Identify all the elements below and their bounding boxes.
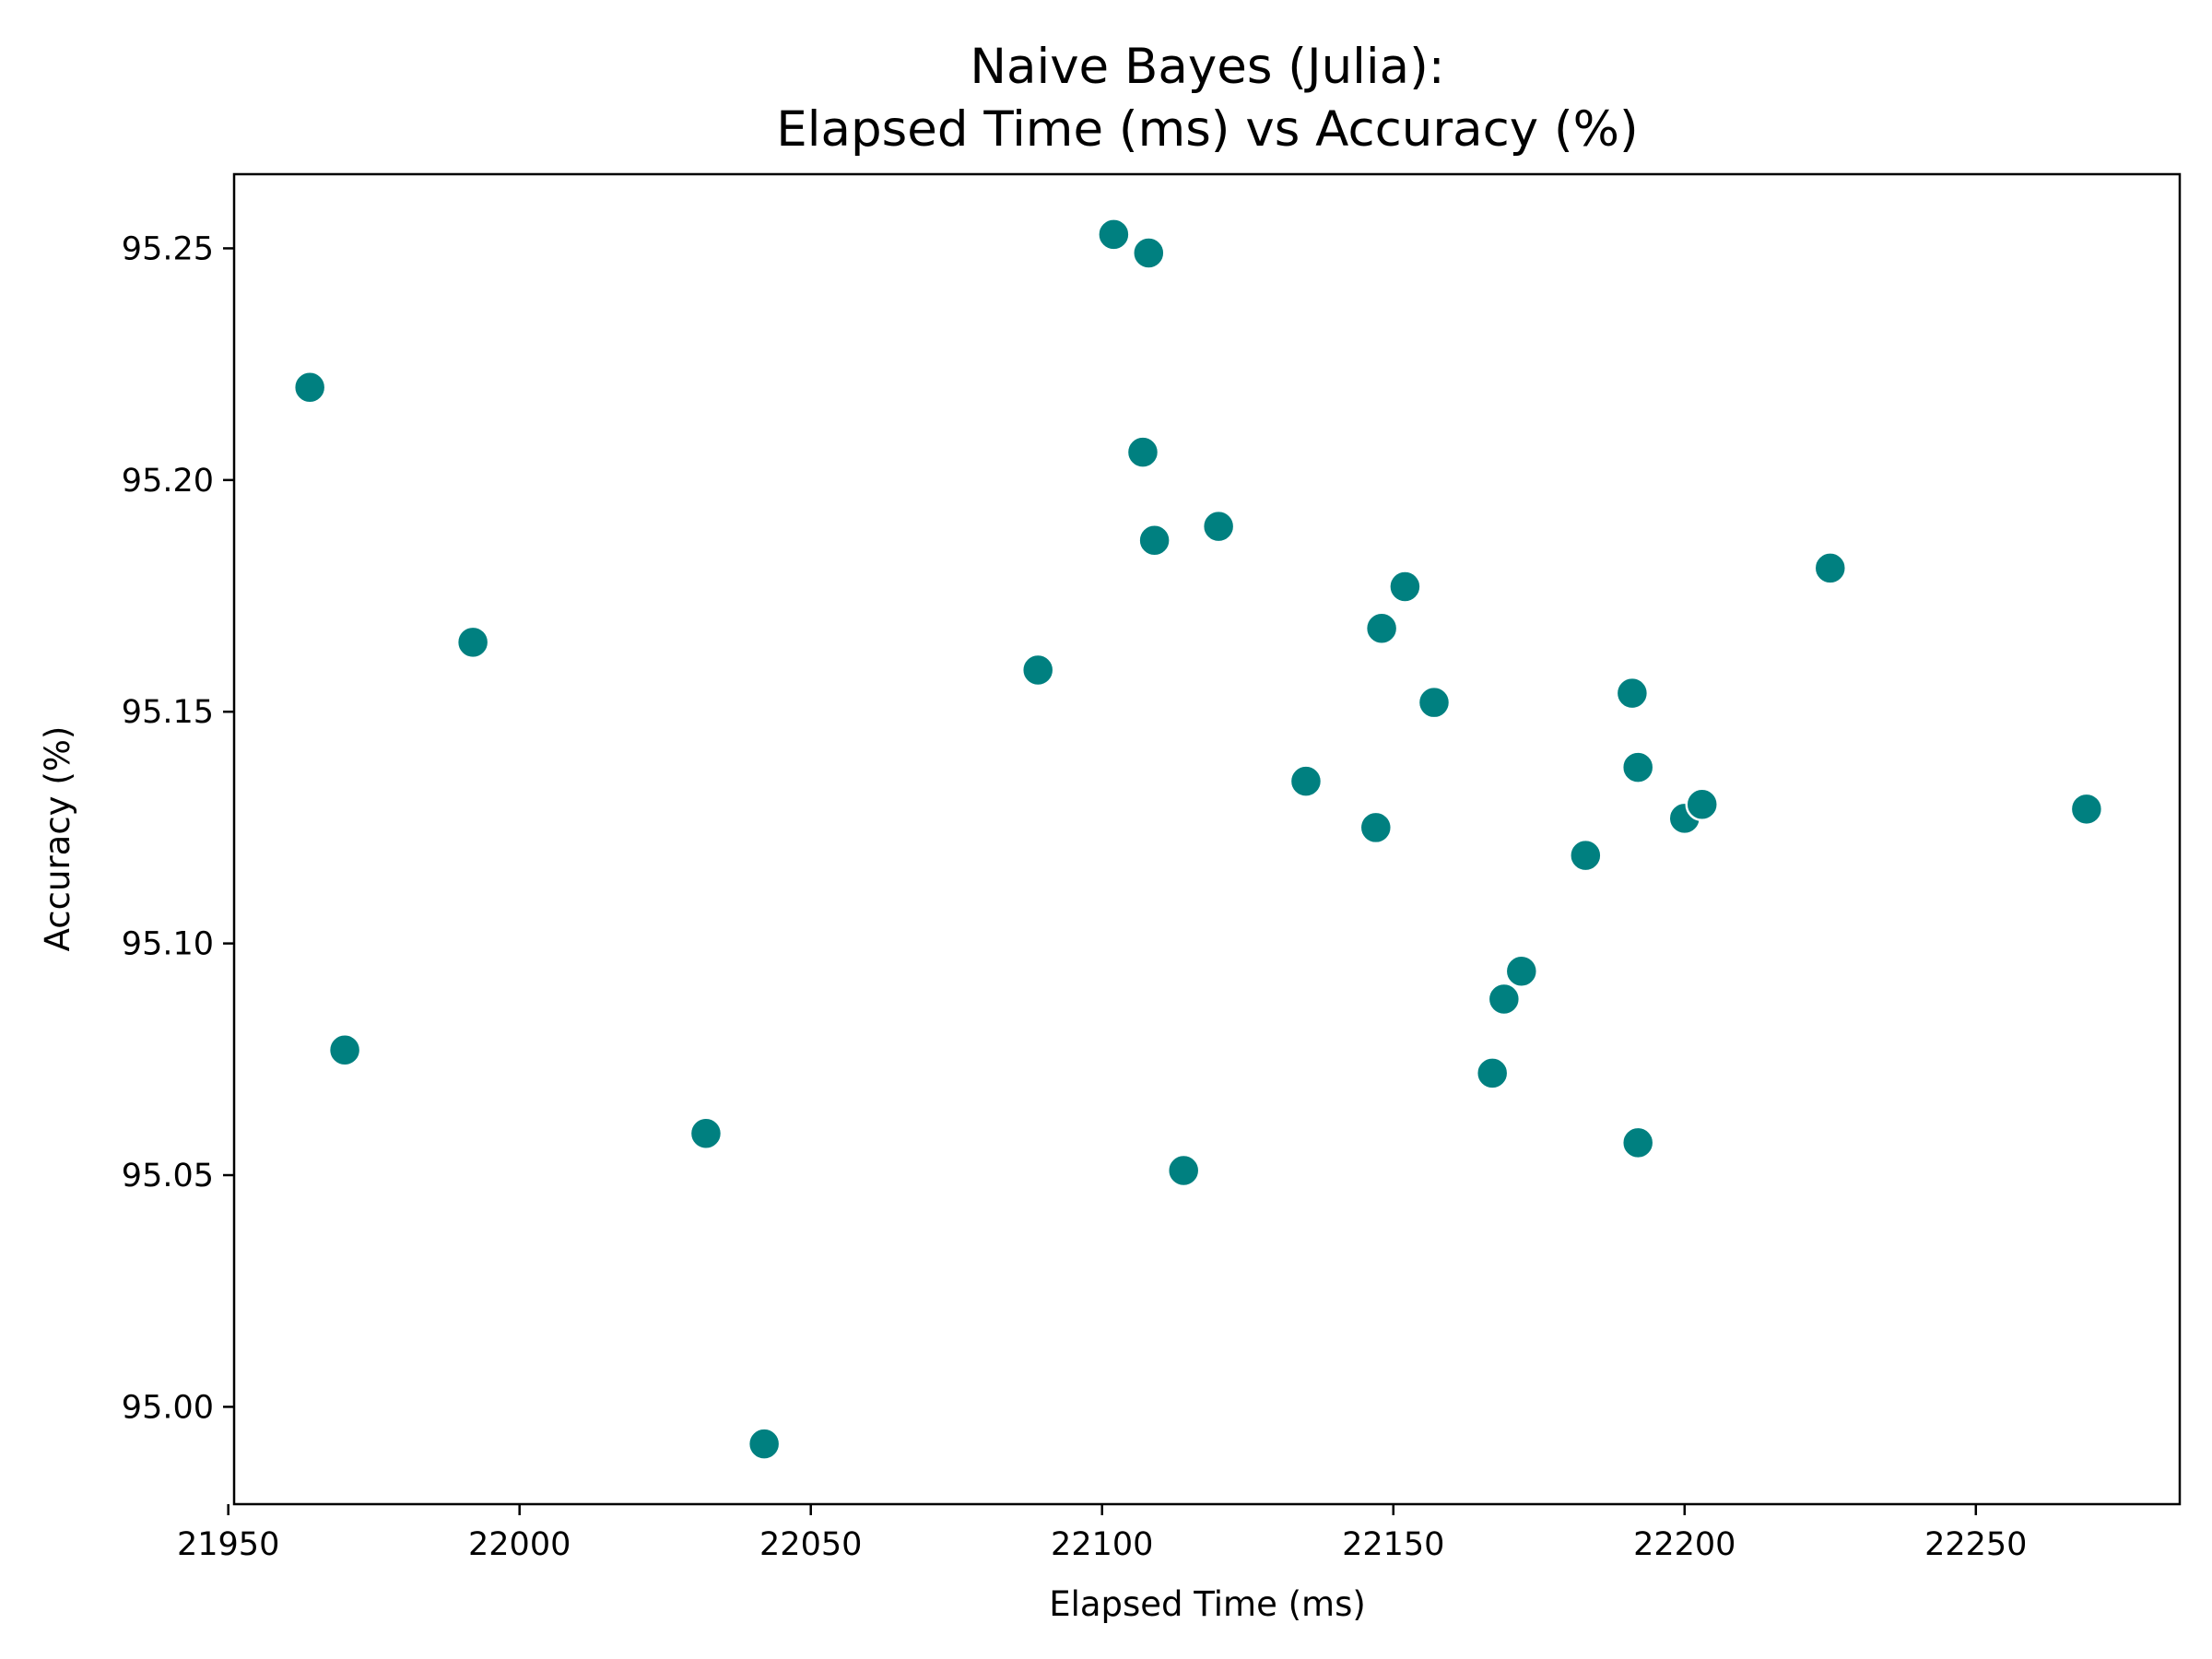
data-point — [1620, 1125, 1655, 1160]
data-point — [1201, 509, 1236, 544]
plot-area — [292, 218, 2104, 1461]
data-point — [1132, 236, 1166, 270]
data-point — [688, 1116, 724, 1151]
y-tick-label: 95.10 — [122, 926, 214, 963]
data-point — [1097, 218, 1131, 252]
data-point — [1020, 653, 1055, 688]
data-point — [1504, 954, 1539, 989]
data-point — [1417, 685, 1452, 720]
y-axis-label: Accuracy (%) — [38, 726, 77, 952]
data-point — [747, 1427, 782, 1461]
x-tick-label: 22100 — [1051, 1526, 1153, 1563]
data-point — [1569, 838, 1603, 873]
data-point — [292, 371, 327, 405]
data-point — [1813, 551, 1848, 585]
y-tick-label: 95.20 — [122, 463, 214, 500]
y-tick-label: 95.25 — [122, 230, 214, 267]
data-point — [1359, 810, 1394, 845]
data-point — [1125, 435, 1160, 469]
y-tick-label: 95.00 — [122, 1389, 214, 1426]
data-point — [327, 1033, 362, 1067]
x-axis-label: Elapsed Time (ms) — [1049, 1584, 1366, 1624]
data-point — [2069, 792, 2104, 827]
plot-frame — [232, 172, 2182, 1506]
x-tick-label: 22200 — [1633, 1526, 1735, 1563]
data-point — [1615, 676, 1650, 711]
data-point — [455, 625, 490, 660]
data-point — [1475, 1056, 1510, 1090]
data-point — [1364, 611, 1399, 645]
data-point — [1137, 523, 1171, 558]
x-tick-label: 22050 — [759, 1526, 862, 1563]
data-point — [1388, 570, 1422, 604]
y-axis-ticks: 95.00 95.05 95.10 95.15 95.20 95.25 — [122, 230, 234, 1426]
y-tick-label: 95.05 — [122, 1158, 214, 1194]
chart-title-line-1: Naive Bayes (Julia): — [970, 39, 1444, 95]
y-tick-label: 95.15 — [122, 694, 214, 731]
x-tick-label: 22150 — [1342, 1526, 1444, 1563]
x-tick-label: 22000 — [468, 1526, 571, 1563]
x-axis-ticks: 21950 22000 22050 22100 22150 22200 22250 — [177, 1504, 2027, 1563]
data-point — [1620, 750, 1655, 784]
data-point — [1487, 982, 1522, 1017]
data-point — [1288, 764, 1324, 798]
chart-title-line-2: Elapsed Time (ms) vs Accuracy (%) — [776, 101, 1638, 158]
x-tick-label: 22250 — [1924, 1526, 2027, 1563]
data-point — [1685, 787, 1719, 822]
data-point — [1166, 1153, 1201, 1188]
x-tick-label: 21950 — [177, 1526, 279, 1563]
